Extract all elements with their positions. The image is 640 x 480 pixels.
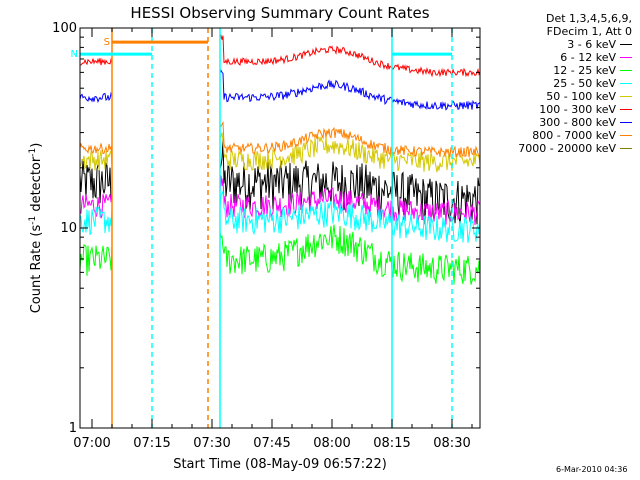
series-line [79, 33, 481, 78]
series-line [79, 132, 481, 173]
legend-entry: 3 - 6 keV [486, 38, 632, 51]
legend-swatch [620, 57, 632, 58]
legend-entry: 6 - 12 keV [486, 51, 632, 64]
series-line-segment [219, 69, 481, 111]
legend-entry: 800 - 7000 keV [486, 129, 632, 142]
x-tick-label: 08:15 [373, 436, 410, 451]
series-line-segment [219, 132, 481, 173]
x-tick-label: 07:45 [253, 436, 290, 451]
legend-swatch [620, 135, 632, 136]
legend-entry-label: 3 - 6 keV [567, 38, 616, 51]
legend-entry: 12 - 25 keV [486, 64, 632, 77]
legend-entry-label: 7000 - 20000 keV [518, 142, 616, 155]
plot-frame [79, 27, 481, 429]
legend-entry: 50 - 100 keV [486, 90, 632, 103]
legend-header-decimation: FDecim 1, Att 0 [546, 25, 632, 38]
legend-entry-label: 50 - 100 keV [546, 90, 616, 103]
legend-swatch [620, 44, 632, 45]
series-line-segment [79, 206, 113, 236]
legend-entry-label: 6 - 12 keV [560, 51, 616, 64]
legend-entry: 100 - 300 keV [486, 103, 632, 116]
chart-title: HESSI Observing Summary Count Rates [130, 4, 429, 22]
legend-entry-label: 800 - 7000 keV [532, 129, 616, 142]
x-tick-label: 08:30 [433, 436, 470, 451]
legend-swatch [620, 122, 632, 123]
x-tick-label: 07:00 [73, 436, 110, 451]
marker-layer: SN [71, 28, 453, 428]
y-tick-label: 100 [52, 21, 77, 36]
legend-entry: 7000 - 20000 keV [486, 142, 632, 155]
axis-layer: 1 10 100 07:00 07:15 07:30 07:45 08:00 08:15 08:3… [52, 21, 480, 451]
legend-entry: 25 - 50 keV [486, 77, 632, 90]
x-tick-label: 08:00 [313, 436, 350, 451]
legend: Det 1,3,4,5,6,9, FDecim 1, Att 0 3 - 6 k… [486, 12, 632, 155]
y-axis-label: Count Rate (s-1 detector-1) [28, 143, 44, 314]
x-tick-label: 07:30 [193, 436, 230, 451]
series-line [79, 191, 481, 243]
legend-swatch [620, 96, 632, 97]
legend-swatch [620, 83, 632, 84]
y-tick-label: 1 [69, 421, 77, 436]
series-line [79, 120, 481, 158]
series-line-segment [219, 120, 481, 158]
series-line-segment [79, 244, 113, 276]
legend-entry-label: 100 - 300 keV [539, 103, 616, 116]
x-tick-label: 07:15 [133, 436, 170, 451]
series-line-segment [219, 224, 481, 285]
series-line-segment [79, 160, 113, 204]
footer-timestamp: 6-Mar-2010 04:36 [556, 465, 628, 474]
series-line-segment [219, 191, 481, 243]
series-line [79, 224, 481, 285]
legend-entry-label: 25 - 50 keV [553, 77, 616, 90]
y-tick-label: 10 [60, 221, 77, 236]
series-line-segment [79, 57, 113, 66]
flag-label: S [104, 37, 110, 48]
series-line-segment [219, 33, 481, 78]
series-line-segment [79, 143, 113, 155]
x-axis-label: Start Time (08-May-09 06:57:22) [173, 457, 387, 472]
series-line [79, 69, 481, 111]
legend-entry: 300 - 800 keV [486, 116, 632, 129]
series-line-segment [79, 91, 113, 104]
legend-entry-label: 300 - 800 keV [539, 116, 616, 129]
legend-swatch [620, 70, 632, 71]
legend-header-detectors: Det 1,3,4,5,6,9, [545, 12, 632, 25]
legend-swatch [620, 109, 632, 110]
legend-swatch [620, 148, 632, 149]
series-line-segment [79, 150, 113, 171]
legend-entry-label: 12 - 25 keV [553, 64, 616, 77]
flag-label: N [71, 49, 78, 60]
legend-rows: 3 - 6 keV 6 - 12 keV 12 - 25 keV 25 - 50 ke… [486, 38, 632, 155]
series-layer [79, 33, 481, 285]
